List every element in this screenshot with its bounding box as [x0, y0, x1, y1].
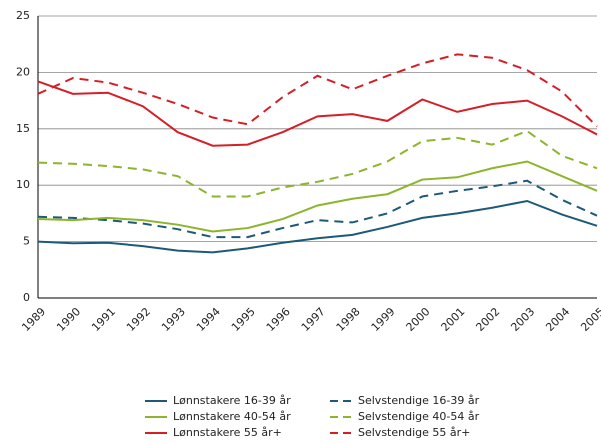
series-line [37, 179, 598, 239]
y-tick-label: 0 [23, 291, 30, 304]
y-tick-label: 20 [16, 65, 30, 78]
x-tick-label: 2002 [473, 305, 502, 334]
x-tick-label: 1996 [264, 305, 293, 334]
legend-label: Selvstendige 16-39 år [358, 394, 480, 407]
legend-label: Selvstendige 55 år+ [358, 426, 470, 439]
x-tick-label: 2003 [508, 305, 537, 334]
series-line [37, 199, 598, 254]
legend-label: Lønnstakere 55 år+ [173, 426, 282, 439]
x-tick-label: 1998 [334, 305, 363, 334]
x-tick-label: 1995 [229, 305, 258, 334]
y-tick-label: 15 [16, 122, 30, 135]
x-tick-label: 1999 [369, 305, 398, 334]
x-tick-label: 1993 [159, 305, 188, 334]
y-tick-label: 10 [16, 178, 30, 191]
x-tick-label: 2000 [404, 305, 433, 334]
x-tick-label: 1994 [194, 305, 223, 334]
y-tick-label: 25 [16, 9, 30, 22]
x-tick-label: 2004 [543, 305, 572, 334]
x-tick-label: 1992 [124, 305, 153, 334]
series-line [37, 160, 598, 233]
legend-label: Lønnstakere 16-39 år [173, 394, 291, 407]
x-tick-label: 1997 [299, 305, 328, 334]
x-tick-label: 1989 [19, 305, 48, 334]
legend-label: Lønnstakere 40-54 år [173, 410, 291, 423]
x-tick-label: 1991 [89, 305, 118, 334]
series-line [37, 129, 598, 198]
y-tick-label: 5 [23, 235, 30, 248]
series-line [37, 53, 598, 128]
x-tick-label: 2005 [578, 305, 601, 334]
x-tick-label: 1990 [54, 305, 83, 334]
series-line [37, 80, 598, 147]
legend-label: Selvstendige 40-54 år [358, 410, 480, 423]
x-tick-label: 2001 [439, 305, 468, 334]
